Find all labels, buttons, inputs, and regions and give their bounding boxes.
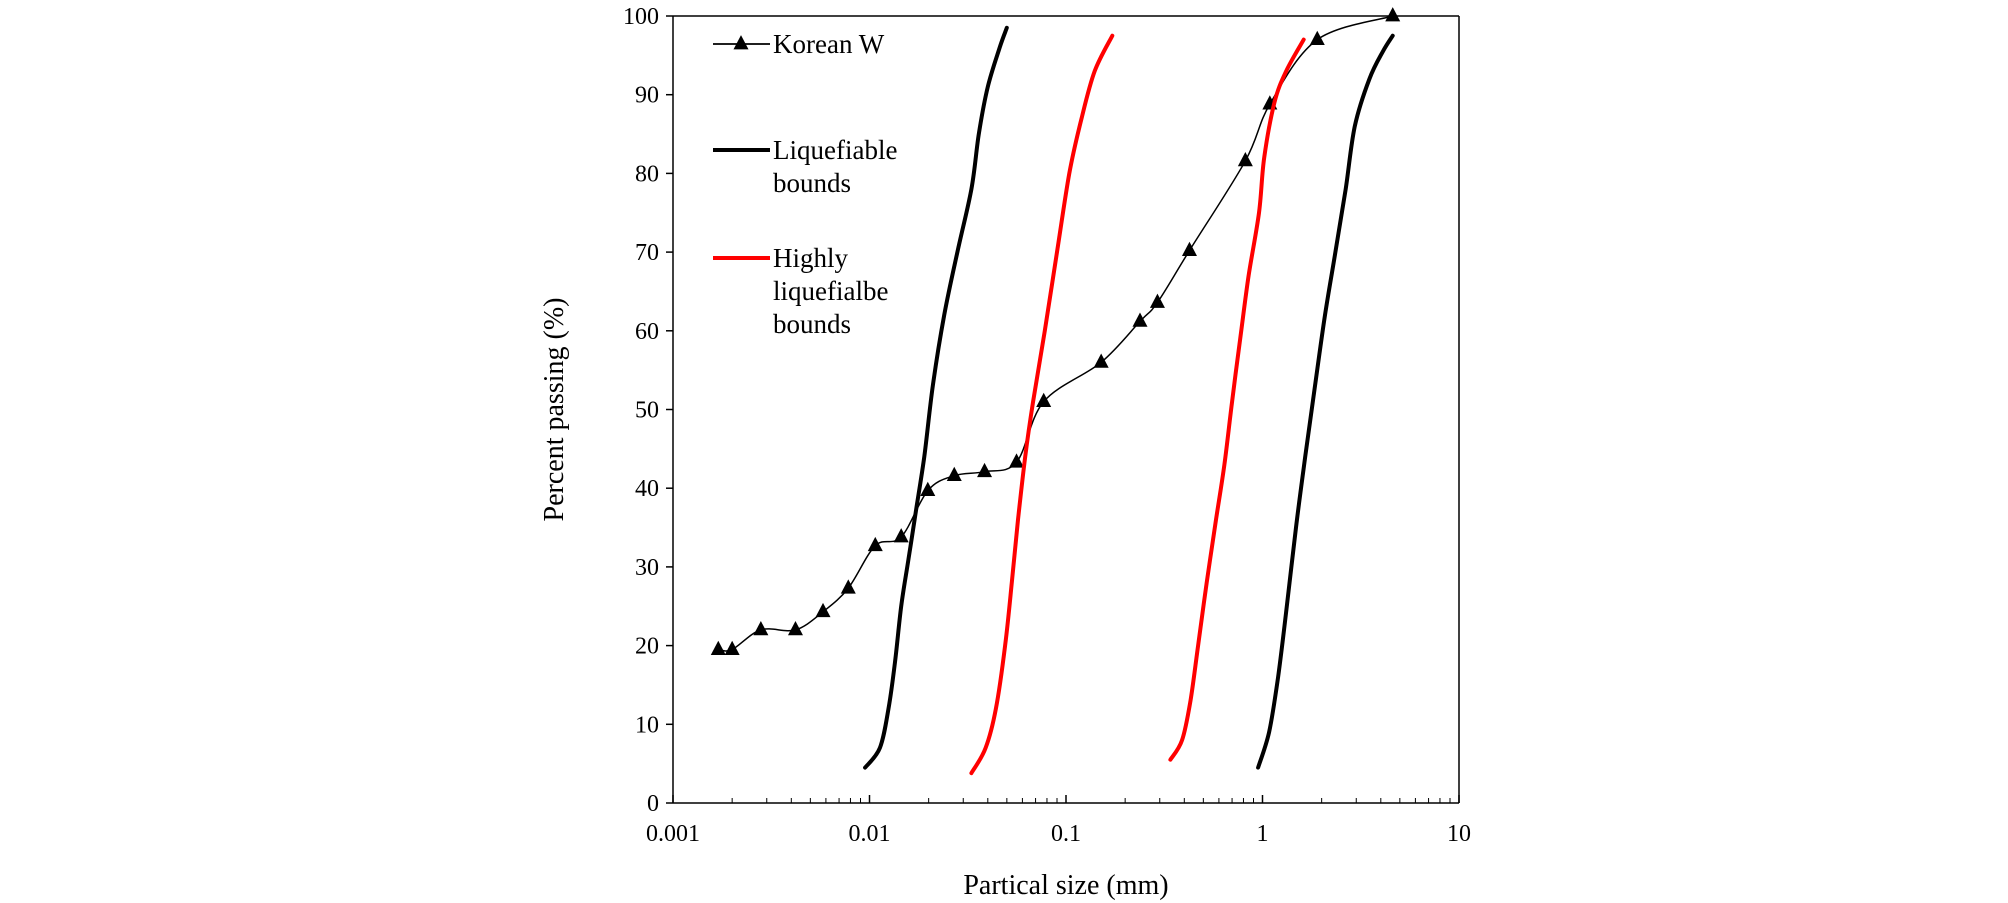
x-tick-label: 0.01 (849, 821, 891, 847)
series-1-point-18 (1237, 151, 1253, 167)
series-1-point-21 (1385, 7, 1401, 22)
y-tick-label: 60 (635, 319, 659, 345)
y-tick-label: 40 (635, 476, 659, 502)
series-1-point-15 (1132, 312, 1148, 327)
series-1-point-10 (946, 466, 962, 482)
series-2-curve-2 (1256, 33, 1395, 770)
axes-layer (666, 15, 1460, 804)
legend-label: Korean W (773, 29, 885, 59)
y-tick-label: 80 (635, 161, 659, 187)
series-1-point-2 (724, 640, 740, 655)
y-tick-label: 100 (623, 4, 659, 30)
x-tick-label: 1 (1257, 821, 1269, 847)
legend-label: bounds (773, 309, 851, 339)
y-axis-title: Percent passing (%) (539, 298, 570, 522)
legend-label: bounds (773, 168, 851, 198)
y-tick-label: 30 (635, 555, 659, 581)
legend-label: liquefialbe (773, 276, 888, 306)
series-3-curve-2 (1168, 37, 1306, 762)
x-axis-title: Partical size (mm) (963, 870, 1168, 901)
series-1-point-11 (977, 462, 993, 478)
series-1-point-8 (893, 528, 909, 543)
x-tick-label: 0.1 (1051, 821, 1081, 847)
series-2 (863, 25, 1395, 770)
legend-item-1: Korean W (713, 29, 885, 59)
series-1 (710, 7, 1401, 655)
series-1-point-20 (1309, 30, 1325, 46)
legend-label: Highly (773, 243, 849, 273)
x-tick-label: 10 (1447, 821, 1471, 847)
x-tick-label: 0.001 (646, 821, 700, 847)
y-tick-label: 20 (635, 634, 659, 660)
series-1-point-1 (710, 640, 726, 655)
series-layer (710, 7, 1401, 776)
series-1-point-17 (1181, 241, 1197, 256)
series-1-point-3 (753, 621, 769, 636)
legend: Korean WLiquefiableboundsHighlyliquefial… (713, 29, 897, 339)
series-1-point-6 (840, 579, 856, 594)
y-tick-label: 0 (647, 791, 659, 817)
y-tick-label: 50 (635, 398, 659, 424)
series-1-point-4 (787, 621, 803, 636)
series-3 (969, 33, 1306, 776)
series-1-point-12 (1009, 453, 1025, 468)
y-tick-label: 90 (635, 83, 659, 109)
series-1-point-13 (1036, 392, 1052, 408)
series-2-curve-1 (863, 25, 1009, 770)
series-1-point-5 (815, 602, 831, 618)
legend-marker (733, 35, 749, 50)
legend-label: Liquefiable (773, 135, 897, 165)
series-3-curve-1 (969, 33, 1115, 776)
y-tick-label: 70 (635, 240, 659, 266)
series-1-point-9 (920, 481, 936, 496)
y-tick-label: 10 (635, 712, 659, 738)
series-1-point-7 (867, 536, 883, 552)
series-1-point-16 (1149, 293, 1165, 308)
series-1-point-14 (1093, 353, 1109, 368)
